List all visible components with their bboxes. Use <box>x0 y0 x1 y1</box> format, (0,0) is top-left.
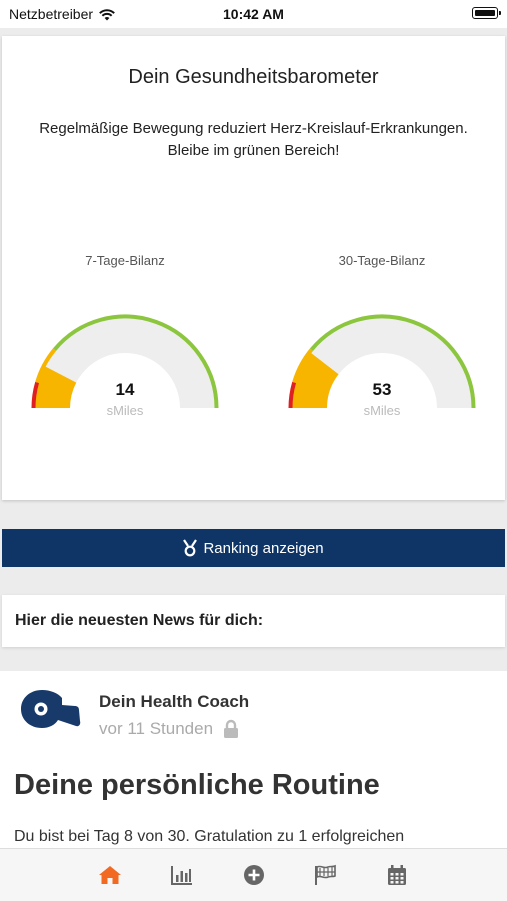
carrier-label: Netzbetreiber <box>9 6 94 22</box>
ranking-button-label: Ranking anzeigen <box>203 539 324 557</box>
lock-icon <box>224 719 239 738</box>
ranking-button[interactable]: Ranking anzeigen <box>2 529 505 567</box>
status-bar: Netzbetreiber 10:42 AM <box>0 0 507 28</box>
status-carrier: Netzbetreiber <box>9 6 116 22</box>
gauge-30-day-value: 53 <box>372 380 392 399</box>
gauge-30-day <box>288 314 476 409</box>
tab-challenges[interactable] <box>313 863 337 887</box>
news-time-row: vor 11 Stunden <box>99 719 239 739</box>
gauge-7-day-label: 7-Tage-Bilanz <box>85 253 165 268</box>
barometer-subtitle-line1: Regelmäßige Bewegung reduziert Herz-Krei… <box>39 120 468 137</box>
gauge-red-zone <box>31 381 40 409</box>
news-header-text: Hier die neuesten News für dich: <box>15 612 264 629</box>
calendar-icon <box>388 865 406 885</box>
gauge-green-zone <box>52 314 219 409</box>
barometer-subtitle-line2: Bleibe im grünen Bereich! <box>167 142 340 159</box>
wifi-icon <box>99 8 115 20</box>
barometer-title: Dein Gesundheitsbarometer <box>128 66 379 88</box>
whistle-icon <box>21 690 81 728</box>
gauge-30-day-label: 30-Tage-Bilanz <box>338 253 426 268</box>
gauge-track <box>33 316 217 408</box>
gauge-green-zone <box>309 314 476 409</box>
barometer-subtitle: Regelmäßige Bewegung reduziert Herz-Krei… <box>0 118 507 162</box>
home-icon <box>99 866 121 884</box>
tab-calendar[interactable] <box>385 863 409 887</box>
add-icon <box>244 865 264 885</box>
tab-bar <box>0 848 507 901</box>
news-body: Du bist bei Tag 8 von 30. Gratulation zu… <box>14 828 405 845</box>
news-title: Deine persönliche Routine <box>14 769 380 801</box>
news-author: Dein Health Coach <box>99 692 250 711</box>
tab-add[interactable] <box>242 863 266 887</box>
gauge-track <box>290 316 474 408</box>
chart-icon <box>171 866 192 885</box>
tab-home[interactable] <box>98 863 122 887</box>
gauge-orange-zone <box>292 348 314 384</box>
gauge-7-day <box>31 314 219 409</box>
battery-icon <box>472 7 501 19</box>
gauge-7-day-unit: sMiles <box>106 403 144 418</box>
flag-icon <box>315 864 336 885</box>
gauge-30-day-unit: sMiles <box>363 403 401 418</box>
gauge-7-day-value: 14 <box>115 380 135 399</box>
tab-statistics[interactable] <box>170 863 194 887</box>
gauge-fill <box>33 365 77 408</box>
gauge-orange-zone <box>35 348 57 384</box>
news-header: Hier die neuesten News für dich: <box>2 595 505 647</box>
health-barometer-card <box>2 36 505 500</box>
medal-icon <box>183 539 198 557</box>
status-time: 10:42 AM <box>223 6 284 22</box>
news-time: vor 11 Stunden <box>99 719 214 738</box>
gauge-red-zone <box>288 381 297 409</box>
